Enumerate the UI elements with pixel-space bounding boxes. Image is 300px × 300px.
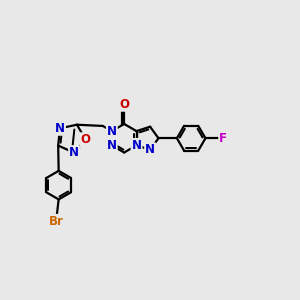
Text: N: N <box>145 143 155 156</box>
Text: O: O <box>81 133 91 146</box>
Text: Br: Br <box>49 215 64 228</box>
Text: N: N <box>107 139 117 152</box>
Text: N: N <box>131 139 142 152</box>
Text: N: N <box>107 124 117 138</box>
Text: O: O <box>119 98 129 111</box>
Text: N: N <box>69 146 79 159</box>
Text: F: F <box>219 132 227 145</box>
Text: N: N <box>55 122 65 135</box>
